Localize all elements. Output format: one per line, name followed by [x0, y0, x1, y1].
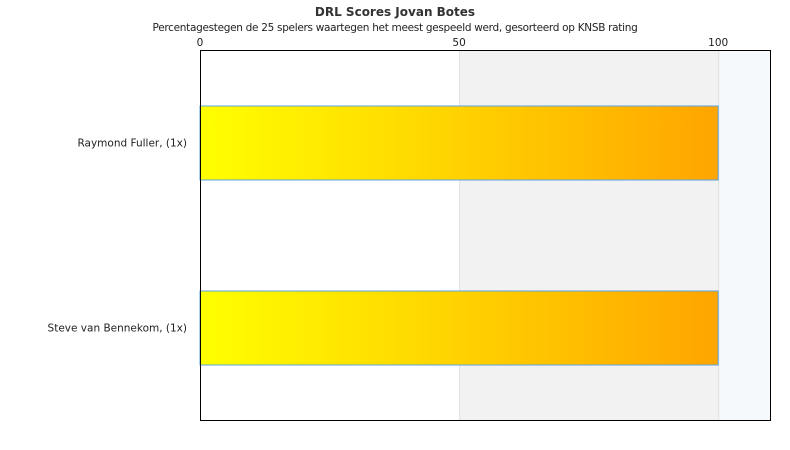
x-tick-label: 0 [197, 37, 204, 49]
plot-border [200, 50, 771, 421]
x-tick-label: 100 [708, 37, 728, 49]
category-label: Raymond Fuller, (1x) [77, 138, 187, 150]
plot-band-2 [718, 50, 770, 420]
chart-subtitle: Percentagestegen de 25 spelers waartegen… [152, 22, 638, 34]
bar-1 [199, 290, 719, 366]
bar-0 [199, 105, 719, 181]
x-tick-label: 50 [452, 37, 465, 49]
chart-title: DRL Scores Jovan Botes [314, 5, 476, 19]
category-label: Steve van Bennekom, (1x) [48, 323, 187, 335]
